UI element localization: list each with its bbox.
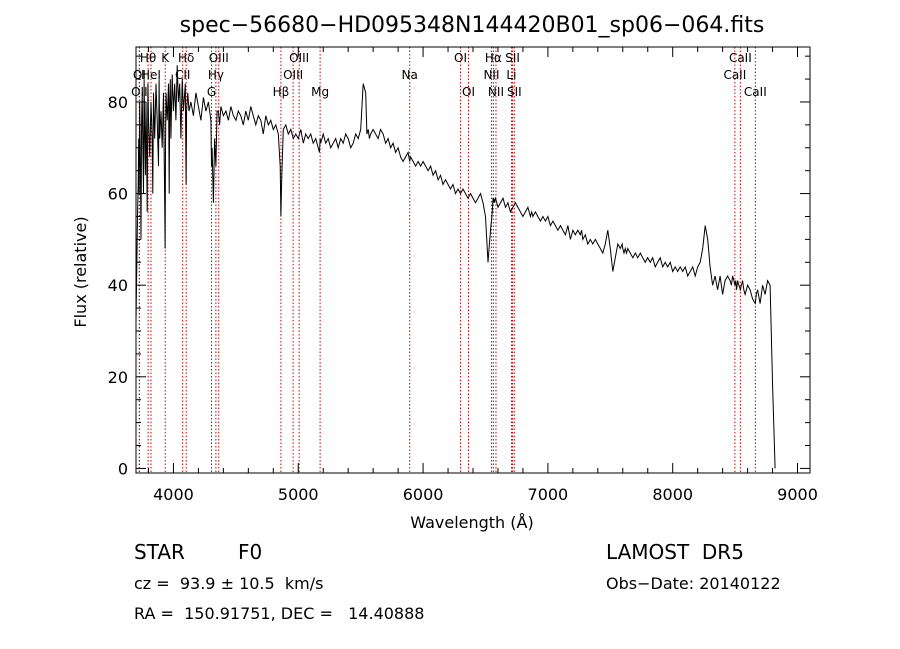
line-marker-label: CaII	[723, 68, 746, 82]
line-marker-label: Na	[402, 68, 418, 82]
spectrum-line	[135, 65, 776, 469]
line-marker-label: NII	[488, 85, 504, 99]
plot-frame	[135, 46, 811, 474]
line-marker-label: Hβ	[273, 85, 290, 99]
line-marker-label: OIII	[283, 68, 303, 82]
x-axis: 4000 5000 6000 7000 8000 9000	[147, 47, 818, 504]
line-marker-label: OI	[462, 85, 475, 99]
line-marker-label: OI	[454, 51, 467, 65]
object-subclass: F0	[238, 540, 263, 564]
redshift-text: cz = 93.9 ± 10.5 km/s	[134, 574, 324, 593]
line-marker-label: HeI	[141, 68, 161, 82]
line-marker-label: K	[161, 51, 170, 65]
y-tick-label: 20	[108, 368, 128, 387]
line-marker-label: Li	[506, 68, 516, 82]
y-axis-label: Flux (relative)	[71, 216, 90, 327]
y-tick-label: 0	[118, 459, 128, 478]
line-marker-label: OIII	[289, 51, 309, 65]
x-tick-label: 8000	[652, 485, 693, 504]
line-marker-label: CaII	[729, 51, 752, 65]
chart-title: spec−56680−HD095348N144420B01_sp06−064.f…	[180, 13, 765, 38]
line-marker-label: CaII	[744, 85, 767, 99]
y-tick-label: 60	[108, 185, 128, 204]
line-marker-label: G	[207, 85, 216, 99]
x-tick-label: 5000	[278, 485, 319, 504]
line-marker-label: SII	[505, 51, 520, 65]
x-tick-label: 7000	[528, 485, 569, 504]
object-class: STAR	[134, 540, 185, 564]
coordinates: RA = 150.91751, DEC = 14.40888	[134, 604, 425, 623]
x-tick-label: 6000	[403, 485, 444, 504]
line-marker-label: NII	[483, 68, 499, 82]
y-axis: 0 20 40 60 80	[108, 55, 810, 478]
y-tick-label: 40	[108, 276, 128, 295]
line-marker-label: Hθ	[140, 51, 156, 65]
survey-label: LAMOST DR5	[606, 540, 744, 564]
line-marker-label: Hγ	[208, 68, 224, 82]
line-marker-label: OIII	[209, 51, 229, 65]
line-marker-label: OII	[131, 85, 148, 99]
x-tick-label: 9000	[777, 485, 818, 504]
line-marker-label: Hδ	[178, 51, 194, 65]
x-axis-label: Wavelength (Å)	[410, 513, 533, 532]
line-marker-label: Hα	[485, 51, 502, 65]
line-marker-label: CII	[175, 68, 190, 82]
line-marker-label: SII	[507, 85, 522, 99]
line-marker-label: Mg	[311, 85, 329, 99]
obs-date: Obs−Date: 20140122	[606, 574, 781, 593]
y-tick-label: 80	[108, 93, 128, 112]
x-tick-label: 4000	[153, 485, 194, 504]
